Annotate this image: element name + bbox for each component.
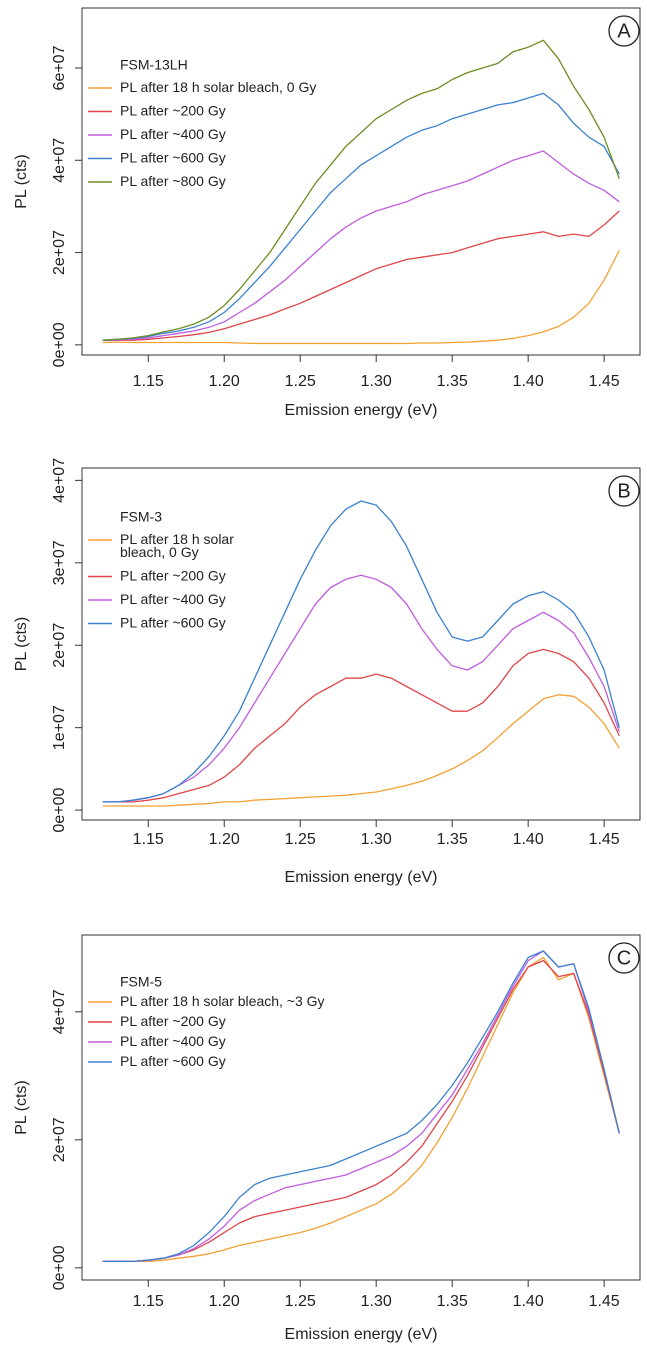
x-tick-label: 1.40 — [513, 831, 544, 848]
series-line — [102, 956, 620, 1263]
legend-label: PL after ~200 Gy — [120, 102, 226, 118]
x-tick-label: 1.15 — [133, 373, 164, 390]
legend-label-line: PL after ~200 Gy — [120, 1013, 226, 1029]
y-tick-label: 0e+00 — [51, 788, 68, 833]
panel-badge — [608, 15, 640, 47]
x-tick-label: 1.30 — [361, 373, 392, 390]
y-tick-label: 0e+00 — [51, 322, 68, 367]
legend-label: PL after 18 h solar bleach, ~3 Gy — [120, 993, 325, 1009]
x-tick-label: 1.20 — [209, 1293, 240, 1310]
x-axis-title: Emission energy (eV) — [285, 869, 438, 886]
plot-frame — [81, 934, 641, 1281]
legend-label: PL after ~200 Gy — [120, 567, 226, 583]
legend-label: PL after ~200 Gy — [120, 1013, 226, 1029]
series-line — [102, 92, 620, 341]
series-line — [102, 210, 620, 341]
y-tick-label: 4e+07 — [51, 138, 68, 183]
y-tick-label: 4e+07 — [51, 989, 68, 1034]
legend-label-line: PL after ~600 Gy — [120, 614, 226, 630]
legend-label-line: PL after ~600 Gy — [120, 1053, 226, 1069]
legend-label-line: PL after 18 h solar — [120, 531, 234, 547]
x-tick-label: 1.25 — [285, 831, 316, 848]
x-tick-label: 1.40 — [513, 1293, 544, 1310]
series-line — [102, 648, 620, 803]
x-tick-label: 1.15 — [133, 1293, 164, 1310]
legend-label: PL after 18 h solar bleach, 0 Gy — [120, 531, 234, 560]
x-tick-label: 1.45 — [589, 831, 620, 848]
x-tick-label: 1.30 — [361, 1293, 392, 1310]
legend-title: FSM-3 — [120, 509, 162, 525]
legend-label-line: PL after ~200 Gy — [120, 102, 226, 118]
series-line — [102, 574, 620, 803]
x-axis-title: Emission energy (eV) — [285, 1326, 438, 1343]
panel: 1.15 1.20 1.25 1.30 1.35 1.40 1.45 0e+00 2e+07 4e… — [13, 7, 641, 419]
y-tick-label: 2e+07 — [51, 1117, 68, 1162]
legend-label: PL after ~800 Gy — [120, 173, 226, 189]
series-line — [102, 950, 620, 1263]
series-line — [102, 150, 620, 341]
y-tick-label: 4e+07 — [51, 458, 68, 503]
legend-label-line: PL after 18 h solar bleach, 0 Gy — [120, 79, 316, 95]
y-axis-title: PL (cts) — [13, 1080, 30, 1135]
legend-label-line: PL after ~400 Gy — [120, 126, 226, 142]
plot-frame — [81, 7, 641, 356]
x-tick-label: 1.45 — [589, 373, 620, 390]
panel: 1.15 1.20 1.25 1.30 1.35 1.40 1.45 0e+00 1e+07 2e… — [13, 458, 641, 886]
legend-label-line: PL after ~200 Gy — [120, 567, 226, 583]
series-line — [102, 694, 620, 807]
x-tick-label: 1.40 — [513, 373, 544, 390]
legend-label-line: PL after ~400 Gy — [120, 1033, 226, 1049]
y-tick-label: 0e+00 — [51, 1245, 68, 1290]
series-line — [102, 250, 620, 345]
legend-label-line: PL after ~800 Gy — [120, 173, 226, 189]
x-tick-label: 1.45 — [589, 1293, 620, 1310]
y-tick-label: 3e+07 — [51, 540, 68, 585]
x-tick-label: 1.30 — [361, 831, 392, 848]
y-axis-title: PL (cts) — [13, 617, 30, 672]
legend-title: FSM-5 — [120, 974, 162, 990]
x-tick-label: 1.20 — [209, 373, 240, 390]
legend-label-line: PL after ~600 Gy — [120, 149, 226, 165]
y-tick-label: 6e+07 — [51, 45, 68, 90]
series-line — [102, 959, 620, 1263]
panel: 1.15 1.20 1.25 1.30 1.35 1.40 1.45 0e+00 2e+07 4e… — [13, 934, 641, 1343]
y-tick-label: 2e+07 — [51, 230, 68, 275]
x-tick-label: 1.35 — [437, 831, 468, 848]
x-tick-label: 1.20 — [209, 831, 240, 848]
y-tick-label: 2e+07 — [51, 623, 68, 668]
y-tick-label: 1e+07 — [51, 705, 68, 750]
panel-letter: B — [617, 480, 630, 502]
legend-label: PL after ~400 Gy — [120, 1033, 226, 1049]
series-line — [102, 500, 620, 803]
y-axis-title: PL (cts) — [13, 154, 30, 209]
panel-badge — [608, 475, 640, 507]
x-tick-label: 1.25 — [285, 1293, 316, 1310]
legend-label: PL after ~400 Gy — [120, 126, 226, 142]
legend-label-line: PL after ~400 Gy — [120, 591, 226, 607]
panel-letter: A — [617, 20, 631, 42]
legend-label: PL after ~600 Gy — [120, 1053, 226, 1069]
x-tick-label: 1.35 — [437, 1293, 468, 1310]
legend-label: PL after 18 h solar bleach, 0 Gy — [120, 79, 316, 95]
legend-label: PL after ~600 Gy — [120, 614, 226, 630]
panel-letter: C — [617, 947, 631, 969]
legend-label-line: PL after 18 h solar bleach, ~3 Gy — [120, 993, 325, 1009]
x-tick-label: 1.25 — [285, 373, 316, 390]
panel-badge — [608, 942, 640, 974]
legend-title: FSM-13LH — [120, 57, 188, 73]
legend-label: PL after ~600 Gy — [120, 149, 226, 165]
x-tick-label: 1.15 — [133, 831, 164, 848]
legend-label: PL after ~400 Gy — [120, 591, 226, 607]
legend-label-line: bleach, 0 Gy — [120, 544, 199, 560]
x-tick-label: 1.35 — [437, 373, 468, 390]
series-line — [102, 950, 620, 1263]
x-axis-title: Emission energy (eV) — [285, 402, 438, 419]
plot-frame — [81, 467, 641, 821]
series-line — [102, 39, 620, 341]
